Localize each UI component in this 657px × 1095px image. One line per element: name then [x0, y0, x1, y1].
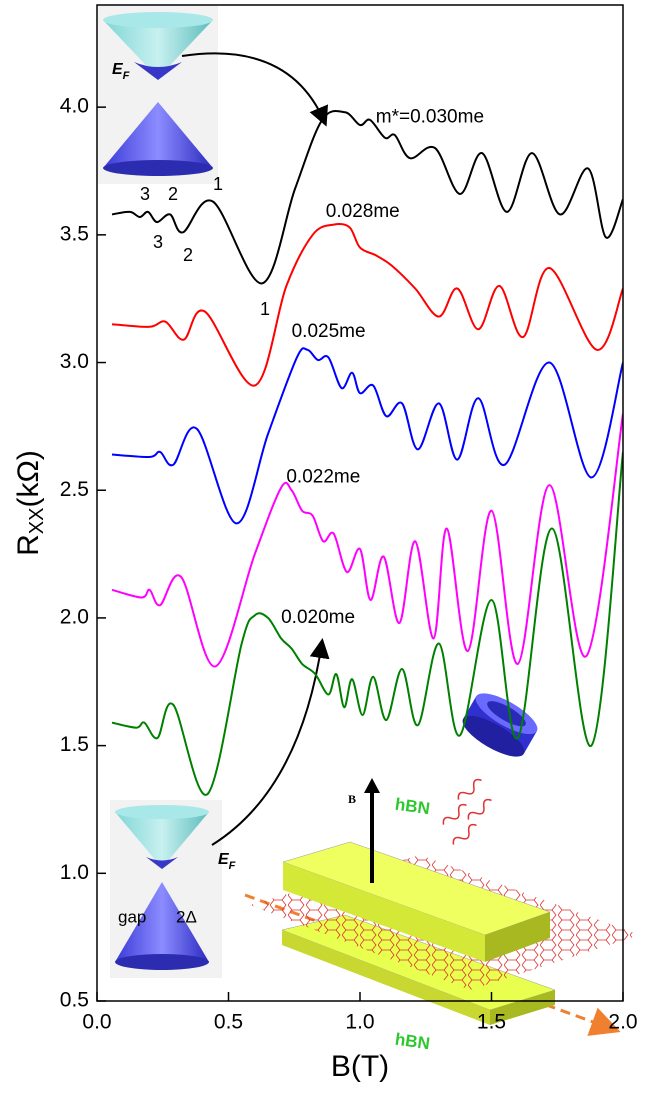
y-tick-label: 2.0: [60, 605, 89, 628]
cone-base: [103, 160, 213, 176]
data-line: [111, 109, 623, 285]
y-tick-label: 4.0: [60, 95, 89, 118]
series-label: 0.020me: [281, 607, 355, 628]
upper-cone: [115, 812, 209, 868]
series-label: 0.022me: [286, 466, 360, 487]
cone-top: [115, 805, 209, 819]
y-tick-label: 2.5: [60, 478, 89, 501]
x-tick-label: 0.0: [82, 1011, 111, 1034]
annotation: 1: [213, 174, 223, 194]
arrow: [211, 638, 330, 846]
x-tick-label: 1.5: [477, 1011, 506, 1034]
b-arrow-head: [364, 778, 380, 793]
data-line: [111, 347, 623, 525]
data-line: [111, 413, 623, 668]
y-tick-label: 3.5: [60, 222, 89, 245]
y-axis-label: RXX(kΩ): [12, 450, 48, 556]
cone-base: [115, 954, 209, 970]
hbn-label: hBN: [394, 795, 431, 819]
waves: [442, 778, 492, 845]
top-hbn-front: [283, 862, 485, 962]
y-tick-label: 0.5: [60, 989, 89, 1012]
series-label: m*=0.030me: [376, 106, 484, 127]
annotation: 1: [260, 299, 270, 319]
annotation: 3: [153, 232, 163, 252]
inset-top: EF: [98, 6, 328, 184]
device: B hBN hBN: [244, 693, 640, 1054]
data-line: [111, 451, 623, 796]
gap-label: gap: [118, 907, 146, 926]
x-axis-label: B(T): [331, 1050, 389, 1083]
series-label: 0.028me: [326, 201, 400, 222]
x-tick-label: 2.0: [608, 1011, 637, 1034]
y-tick-label: 1.0: [60, 861, 89, 884]
hbn-label: hBN: [394, 1030, 431, 1054]
inset-bottom: EF gap 2Δ: [110, 638, 330, 978]
top-hbn-side: [485, 912, 550, 962]
ef-label: EF: [112, 61, 130, 82]
y-tick-label: 1.5: [60, 733, 89, 756]
arrow: [181, 52, 328, 127]
series-label: 0.025me: [292, 321, 366, 342]
x-tick-label: 0.5: [214, 1011, 243, 1034]
upper-cone: [103, 20, 213, 78]
filled-states: [146, 857, 178, 869]
annotation: 3: [140, 184, 150, 204]
bottom-hbn-side: [490, 990, 555, 1025]
cone-top: [103, 12, 213, 28]
delta-label: 2Δ: [176, 907, 197, 926]
annotation: 2: [168, 184, 178, 204]
ef-label: EF: [218, 851, 236, 872]
b-label: B: [348, 792, 356, 806]
plot-area: [111, 109, 623, 796]
y-tick-label: 3.0: [60, 350, 89, 373]
lower-cone: [115, 882, 209, 962]
filled-states: [134, 62, 182, 80]
data-line: [111, 222, 623, 387]
annotation: 2: [183, 245, 193, 265]
lower-cone: [103, 102, 213, 168]
x-tick-label: 1.0: [345, 1011, 374, 1034]
